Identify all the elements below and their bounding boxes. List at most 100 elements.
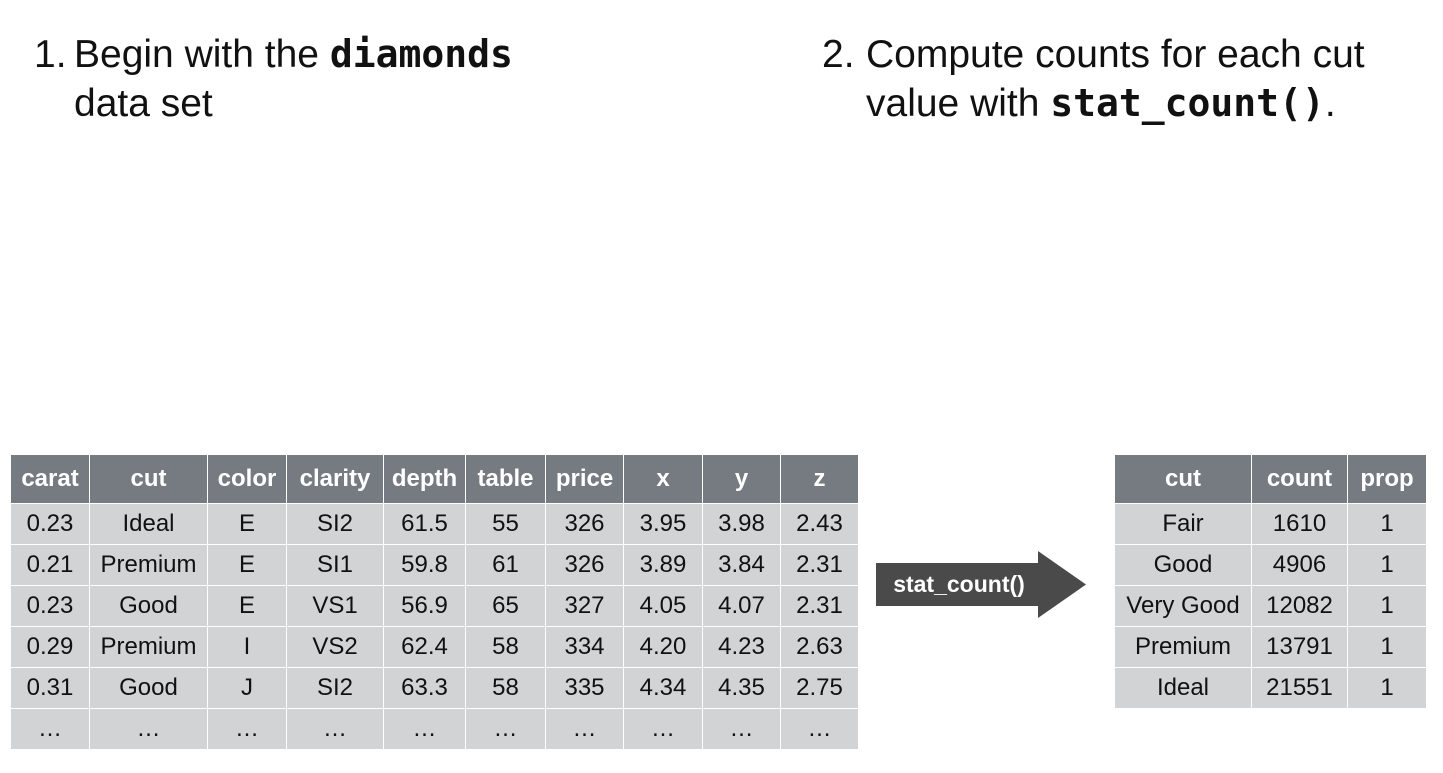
diamonds-table-cell: … — [623, 708, 703, 750]
diamonds-table-cell: 326 — [545, 503, 624, 545]
diamonds-table-cell: 2.31 — [780, 544, 859, 586]
diamonds-table-cell: 335 — [545, 667, 624, 709]
diamonds-table-cell: 0.21 — [10, 544, 90, 586]
diamonds-table-cell: 3.98 — [702, 503, 781, 545]
count-table-cell: 1 — [1347, 667, 1427, 709]
diamonds-table-cell: 61.5 — [383, 503, 466, 545]
diamonds-table-cell: 2.31 — [780, 585, 859, 627]
count-table-cell: Premium — [1114, 626, 1252, 668]
count-table: cut count prop Fair 1610 1 Good 4906 1 Very Good… — [1114, 454, 1427, 709]
diamonds-table-cell: 59.8 — [383, 544, 466, 586]
diamonds-table-cell: 326 — [545, 544, 624, 586]
count-table-header-cell: cut — [1114, 454, 1252, 504]
step-1-code: diamonds — [329, 32, 513, 76]
diamonds-table-cell: 56.9 — [383, 585, 466, 627]
step-2-code: stat_count() — [1050, 81, 1325, 125]
count-table-row: Good 4906 1 — [1114, 544, 1427, 586]
count-table-cell: 21551 — [1251, 667, 1348, 709]
diamonds-table-cell: Good — [89, 585, 208, 627]
count-table-cell: 4906 — [1251, 544, 1348, 586]
diamonds-table-cell: 0.23 — [10, 585, 90, 627]
diamonds-table-cell: 4.07 — [702, 585, 781, 627]
diamonds-table-cell: 0.23 — [10, 503, 90, 545]
diamonds-table-row: 0.29 Premium I VS2 62.4 58 334 4.20 4.23 2.63 — [10, 626, 859, 668]
count-table-row: Premium 13791 1 — [1114, 626, 1427, 668]
count-table-row: Very Good 12082 1 — [1114, 585, 1427, 627]
diamonds-table-row: 0.23 Good E VS1 56.9 65 327 4.05 4.07 2.31 — [10, 585, 859, 627]
count-table-header-cell: prop — [1347, 454, 1427, 504]
diamonds-table-row: 0.21 Premium E SI1 59.8 61 326 3.89 3.84 2.31 — [10, 544, 859, 586]
diamonds-table-row: ………………………… — [10, 708, 859, 750]
diamonds-table-row: 0.31 Good J SI2 63.3 58 335 4.34 4.35 2.75 — [10, 667, 859, 709]
diamonds-table-cell: 334 — [545, 626, 624, 668]
count-body: Fair 1610 1 Good 4906 1 Very Good 12082 1 Premium… — [1114, 503, 1427, 709]
arrow-label: stat_count() — [893, 571, 1025, 597]
count-table-cell: 1 — [1347, 585, 1427, 627]
count-table-header-cell: count — [1251, 454, 1348, 504]
diamonds-table-cell: 61 — [465, 544, 546, 586]
step-1-caption: 1. Begin with the diamonds data set — [34, 30, 594, 130]
diamonds-table-cell: 2.75 — [780, 667, 859, 709]
diamonds-table-cell: … — [545, 708, 624, 750]
stat-count-arrow: stat_count() — [876, 551, 1086, 618]
diamonds-table-cell: E — [207, 503, 287, 545]
diamonds-table-cell: VS2 — [286, 626, 384, 668]
diamonds-table-header-cell: depth — [383, 454, 466, 504]
diamonds-table-cell: … — [702, 708, 781, 750]
count-table-cell: 13791 — [1251, 626, 1348, 668]
diamonds-table-cell: SI2 — [286, 503, 384, 545]
count-table-cell: Fair — [1114, 503, 1252, 545]
step-1-text: Begin with the diamonds data set — [74, 30, 594, 128]
count-table-cell: 1610 — [1251, 503, 1348, 545]
diamonds-table-cell: 3.84 — [702, 544, 781, 586]
diamonds-table-cell: … — [89, 708, 208, 750]
diamonds-table-cell: … — [465, 708, 546, 750]
step-2-text: Compute counts for each cut value with s… — [866, 30, 1426, 128]
diamonds-table-cell: 0.29 — [10, 626, 90, 668]
diamonds-table-row: 0.23 Ideal E SI2 61.5 55 326 3.95 3.98 2.43 — [10, 503, 859, 545]
step-1-number: 1. — [34, 33, 67, 76]
diamonds-table-cell: E — [207, 585, 287, 627]
count-table-cell: 1 — [1347, 503, 1427, 545]
diamonds-table-cell: 58 — [465, 626, 546, 668]
diamonds-table-header-cell: y — [702, 454, 781, 504]
diamonds-table-cell: … — [207, 708, 287, 750]
diamonds-table-cell: 58 — [465, 667, 546, 709]
diamonds-table-cell: 63.3 — [383, 667, 466, 709]
diamonds-table-cell: I — [207, 626, 287, 668]
diamonds-table-cell: Premium — [89, 626, 208, 668]
diamonds-table-cell: 3.95 — [623, 503, 703, 545]
step-2-text-after: . — [1324, 82, 1336, 125]
diamonds-table-cell: Premium — [89, 544, 208, 586]
count-table-cell: Ideal — [1114, 667, 1252, 709]
diamonds-table-cell: Good — [89, 667, 208, 709]
diamonds-table-cell: SI1 — [286, 544, 384, 586]
diamonds-table-cell: … — [780, 708, 859, 750]
diamonds-table-cell: 4.35 — [702, 667, 781, 709]
diamonds-table-cell: 3.89 — [623, 544, 703, 586]
diamonds-table-header-cell: price — [545, 454, 624, 504]
diamonds-table: carat cut color clarity depth table price x y z 0… — [10, 454, 859, 750]
count-table-cell: Very Good — [1114, 585, 1252, 627]
diamonds-table-cell: J — [207, 667, 287, 709]
count-table-cell: Good — [1114, 544, 1252, 586]
diamonds-table-cell: 2.63 — [780, 626, 859, 668]
count-table-cell: 12082 — [1251, 585, 1348, 627]
step-2-caption: 2. Compute counts for each cut value wit… — [822, 30, 1422, 130]
step-2-text-before: Compute counts for each cut value with — [866, 33, 1365, 125]
diamonds-table-header-cell: cut — [89, 454, 208, 504]
diamonds-table-cell: 55 — [465, 503, 546, 545]
count-table-cell: 1 — [1347, 544, 1427, 586]
diamonds-table-cell: 2.43 — [780, 503, 859, 545]
diamonds-table-header-cell: color — [207, 454, 287, 504]
diamonds-table-cell: Ideal — [89, 503, 208, 545]
diamonds-body: 0.23 Ideal E SI2 61.5 55 326 3.95 3.98 2.43 0.21 Pr… — [10, 503, 859, 750]
diamonds-table-cell: VS1 — [286, 585, 384, 627]
diamonds-table-cell: 0.31 — [10, 667, 90, 709]
diamonds-table-header-cell: x — [623, 454, 703, 504]
count-header-row: cut count prop — [1114, 454, 1427, 504]
diamonds-table-cell: … — [383, 708, 466, 750]
diamonds-table-cell: 62.4 — [383, 626, 466, 668]
diamonds-table-header-cell: table — [465, 454, 546, 504]
arrow-right-icon — [876, 551, 1086, 618]
